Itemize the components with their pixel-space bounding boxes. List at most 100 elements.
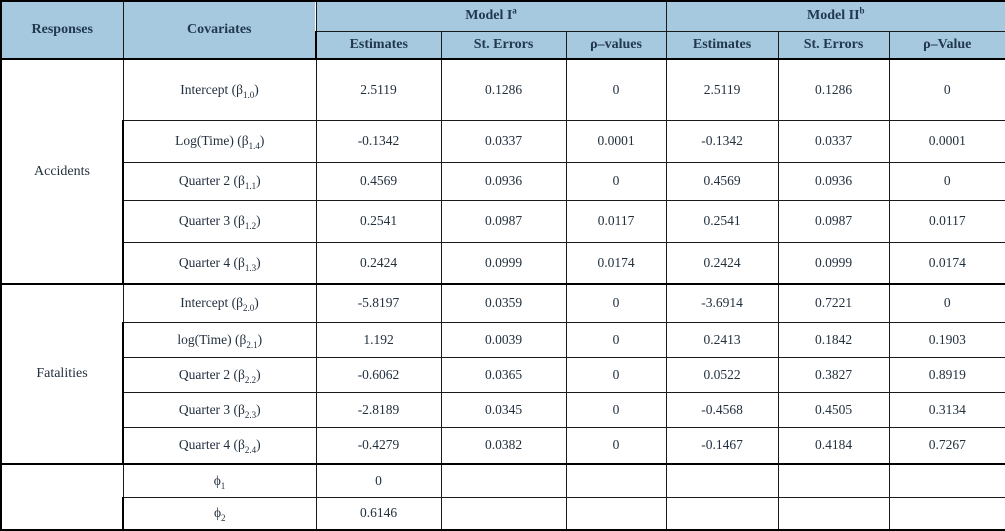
value-cell: -0.6062 — [315, 356, 442, 393]
covariate-subscript: 2.4 — [244, 445, 257, 456]
header-responses: Responses — [0, 0, 124, 60]
covariate-text: Intercept (β — [180, 81, 243, 97]
table-row: Quarter 3 (β1.2) 0.2541 0.0987 0.0117 0.… — [1, 199, 1005, 243]
covariate-text: Quarter 4 (β — [178, 254, 245, 270]
covariate-cell: Intercept (β1.0) — [122, 58, 317, 121]
value-cell — [665, 496, 779, 531]
covariate-text: ) — [256, 213, 261, 228]
covariate-subscript: 2 — [221, 513, 226, 524]
value-cell: 0.0337 — [777, 119, 890, 163]
value-cell: 0.2541 — [665, 199, 779, 243]
value-cell: 0 — [565, 321, 667, 358]
covariate-text: Log(Time) (β — [175, 133, 249, 148]
value-cell: 0.0999 — [777, 241, 890, 285]
covariate-cell: Quarter 2 (β2.2) — [122, 356, 317, 393]
value-cell: 0.0001 — [888, 119, 1005, 163]
value-cell: 0.7221 — [777, 283, 890, 323]
table-row: Accidents Intercept (β1.0) 2.5119 0.1286… — [0, 58, 1005, 285]
value-cell: 0.1903 — [888, 321, 1005, 358]
covariate-text: ) — [259, 133, 265, 148]
header-covariates: Covariates — [122, 0, 317, 60]
value-cell — [565, 463, 667, 498]
value-cell: 0.2424 — [315, 241, 442, 285]
value-cell: 0.2541 — [315, 199, 442, 243]
covariate-cell: Quarter 2 (β1.1) — [122, 161, 317, 201]
header-m1-p-values: ρ–values — [565, 30, 667, 60]
response-cell-accidents: Accidents — [0, 58, 124, 285]
header-model2-footnote-mark: b — [859, 5, 865, 16]
covariate-subscript: 1.4 — [248, 141, 260, 151]
value-cell: 0.6146 — [315, 496, 442, 531]
value-cell: 0.4569 — [315, 161, 442, 201]
table-row: Quarter 2 (β2.2) -0.6062 0.0365 0 0.0522… — [1, 356, 1005, 393]
header-m1-estimates: Estimates — [315, 30, 442, 60]
covariate-text: ) — [254, 81, 259, 97]
table-row: ϕ2 0.6146 — [1, 496, 1005, 531]
value-cell: 0.4184 — [777, 426, 890, 465]
value-cell: -0.1467 — [665, 426, 779, 465]
value-cell: -0.4279 — [315, 426, 442, 465]
covariate-text: ) — [256, 254, 261, 270]
header-row-2: Estimates St. Errors ρ–values Estimates … — [1, 30, 1005, 60]
value-cell — [440, 496, 567, 531]
covariate-text: ) — [256, 173, 261, 188]
value-cell: 0 — [565, 391, 667, 428]
value-cell — [777, 496, 890, 531]
response-cell-fatalities: Fatalities — [0, 283, 124, 465]
header-model2-text: Model II — [807, 8, 860, 24]
table-row: Quarter 3 (β2.3) -2.8189 0.0345 0 -0.456… — [1, 391, 1005, 428]
table-row: Quarter 2 (β1.1) 0.4569 0.0936 0 0.4569 … — [1, 161, 1005, 201]
value-cell: 0.0365 — [440, 356, 567, 393]
covariate-cell: Quarter 3 (β1.2) — [122, 199, 317, 243]
value-cell: 0 — [565, 426, 667, 465]
value-cell: 0 — [888, 58, 1005, 121]
covariate-subscript: 1.2 — [244, 221, 257, 231]
value-cell: -0.4568 — [665, 391, 779, 428]
value-cell: 0.7267 — [888, 426, 1005, 465]
value-cell: -5.8197 — [315, 283, 442, 323]
value-cell: 0.0987 — [777, 199, 890, 243]
table-row: log(Time) (β2.1) 1.192 0.0039 0 0.2413 0… — [1, 321, 1005, 358]
covariate-subscript: 1.1 — [244, 181, 257, 191]
value-cell: 0.4569 — [665, 161, 779, 201]
value-cell: -3.6914 — [665, 283, 779, 323]
header-m2-p-value: ρ–Value — [888, 30, 1005, 60]
header-model1-footnote-mark: a — [512, 5, 517, 16]
value-cell — [888, 496, 1005, 531]
value-cell: 0.0936 — [777, 161, 890, 201]
table-row: ϕ1 0 — [0, 463, 1005, 531]
covariate-cell: Quarter 4 (β2.4) — [122, 426, 317, 465]
value-cell: 0.0359 — [440, 283, 567, 323]
header-model2: Model IIb — [665, 0, 1005, 32]
value-cell: 0.0522 — [665, 356, 779, 393]
value-cell: 1.192 — [315, 321, 442, 358]
value-cell: 0.4505 — [777, 391, 890, 428]
value-cell — [888, 463, 1005, 498]
value-cell: 0.0117 — [565, 199, 667, 243]
covariate-cell: ϕ1 — [122, 463, 317, 498]
value-cell — [440, 463, 567, 498]
value-cell: 2.5119 — [315, 58, 442, 121]
phi-symbol: ϕ — [213, 505, 222, 521]
value-cell — [665, 463, 779, 498]
covariate-cell: Log(Time) (β1.4) — [122, 119, 317, 163]
header-m2-estimates: Estimates — [665, 30, 779, 60]
value-cell — [777, 463, 890, 498]
value-cell: 0.1842 — [777, 321, 890, 358]
value-cell: 0 — [315, 463, 442, 498]
covariate-subscript: 2.3 — [244, 409, 257, 420]
header-m1-st-errors: St. Errors — [440, 30, 567, 60]
covariate-text: Quarter 2 (β — [178, 173, 245, 188]
covariate-text: ) — [256, 366, 261, 382]
value-cell: 0.3134 — [888, 391, 1005, 428]
value-cell: 0.2413 — [665, 321, 779, 358]
covariate-text: Quarter 3 (β — [178, 401, 245, 417]
covariate-cell: Quarter 3 (β2.3) — [122, 391, 317, 428]
covariate-text: Quarter 3 (β — [178, 213, 245, 228]
covariate-subscript: 1.3 — [244, 262, 257, 273]
value-cell: 0.0174 — [565, 241, 667, 285]
value-cell: 0.0117 — [888, 199, 1005, 243]
value-cell: -0.1342 — [315, 119, 442, 163]
value-cell: 0.0001 — [565, 119, 667, 163]
